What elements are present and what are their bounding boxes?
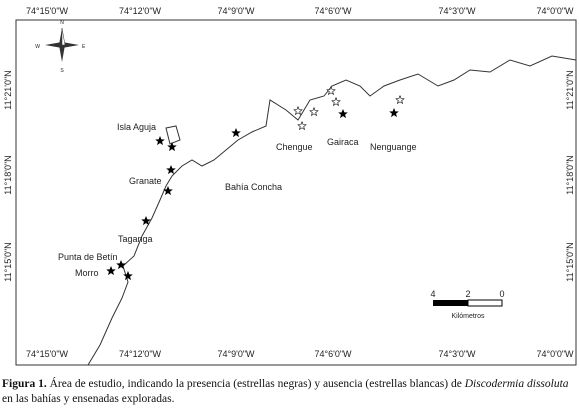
lat-label-left: 11°18'0"N <box>3 155 13 194</box>
place-label: Taganga <box>118 234 153 244</box>
scale-label: 4 <box>430 289 435 299</box>
lon-label-top: 74°0'0"W <box>536 6 574 16</box>
place-label: Isla Aguja <box>117 122 156 132</box>
compass-label: E <box>82 44 86 50</box>
stars <box>106 86 405 281</box>
place-label: Gairaca <box>327 137 359 147</box>
scale-unit: Kilómetros <box>451 313 485 320</box>
star-black <box>116 260 126 270</box>
caption: Figura 1. Área de estudio, indicando la … <box>2 377 578 407</box>
star-black <box>123 271 133 281</box>
scale-bar-black <box>433 300 468 306</box>
lon-label-bottom: 74°9'0"W <box>217 349 255 359</box>
lat-label-right: 11°18'0"N <box>565 155 575 194</box>
place-label: Chengue <box>276 142 313 152</box>
lon-label-top: 74°6'0"W <box>314 6 352 16</box>
star-black <box>155 136 165 146</box>
star-black <box>163 186 173 196</box>
lon-label-bottom: 74°0'0"W <box>536 349 574 359</box>
star-white <box>309 107 319 117</box>
lon-label-bottom: 74°6'0"W <box>314 349 352 359</box>
compass-label: W <box>35 44 40 50</box>
star-black <box>231 128 241 138</box>
place-label: Granate <box>129 176 162 186</box>
lon-label-bottom: 74°12'0"W <box>119 349 162 359</box>
coastline <box>87 55 577 366</box>
scale-bar-white <box>467 299 503 307</box>
star-black <box>389 108 399 118</box>
lat-label-left: 11°15'0"N <box>3 242 13 281</box>
lat-label-right: 11°21'0"N <box>565 70 575 109</box>
scale-label: 0 <box>499 289 504 299</box>
place-label: Punta de Betín <box>58 252 118 262</box>
star-black <box>167 142 177 152</box>
lat-label-right: 11°15'0"N <box>565 242 575 281</box>
place-label: Bahía Concha <box>225 182 282 192</box>
map-frame <box>15 19 577 366</box>
compass-label: N <box>60 20 64 26</box>
star-white <box>293 106 303 116</box>
compass-label: S <box>60 68 64 74</box>
star-black <box>106 266 116 276</box>
star-white <box>326 86 336 96</box>
caption-text: Área de estudio, indicando la presencia … <box>49 378 462 390</box>
lon-label-bottom: 74°3'0"W <box>438 349 476 359</box>
caption-label: Figura 1. <box>2 378 47 390</box>
map: 74°15'0"W 74°15'0"W 74°12'0"W 74°12'0"W 74°9… <box>3 6 577 366</box>
lon-label-bottom: 74°15'0"W <box>26 349 69 359</box>
lon-label-top: 74°12'0"W <box>119 6 162 16</box>
island <box>165 125 181 145</box>
star-white <box>297 121 307 131</box>
star-white <box>331 97 341 107</box>
lat-label-left: 11°21'0"N <box>3 70 13 109</box>
lon-label-top: 74°15'0"W <box>26 6 69 16</box>
place-label: Morro <box>75 268 99 278</box>
scale-label: 2 <box>465 289 470 299</box>
compass <box>45 27 79 62</box>
lon-label-top: 74°9'0"W <box>217 6 255 16</box>
lon-label-top: 74°3'0"W <box>438 6 476 16</box>
caption-tail: en las bahías y ensenadas exploradas. <box>2 393 175 405</box>
star-white <box>395 95 405 105</box>
caption-species: Discodermia dissoluta <box>464 378 569 390</box>
star-black <box>141 216 151 226</box>
star-black <box>166 165 176 175</box>
place-label: Nenguange <box>370 142 417 152</box>
star-black <box>338 109 348 119</box>
